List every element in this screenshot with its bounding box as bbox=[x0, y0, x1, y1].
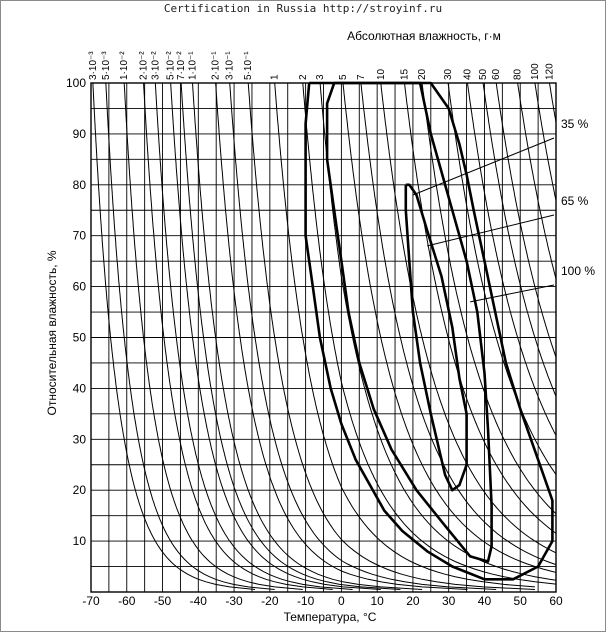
absolute-humidity-curve bbox=[123, 83, 303, 590]
series-loop bbox=[404, 183, 468, 492]
absolute-humidity-curve bbox=[360, 83, 556, 566]
y-tick-label: 70 bbox=[73, 229, 87, 243]
absolute-humidity-tick-label: 40 bbox=[463, 68, 474, 80]
absolute-humidity-tick-label: 15 bbox=[400, 68, 411, 80]
absolute-humidity-tick-label: 5 bbox=[338, 74, 349, 80]
absolute-humidity-curve bbox=[380, 83, 556, 554]
x-tick-label: 60 bbox=[549, 594, 563, 608]
absolute-humidity-tick-label: 20 bbox=[417, 68, 428, 80]
absolute-humidity-tick-label: 120 bbox=[544, 63, 555, 80]
absolute-humidity-tick-label: 50 bbox=[478, 68, 489, 80]
x-tick-label: -20 bbox=[261, 594, 279, 608]
absolute-humidity-curve bbox=[192, 83, 423, 590]
absolute-humidity-tick-label: 1·10⁻¹ bbox=[188, 51, 199, 80]
callout-leader bbox=[470, 284, 555, 303]
callout-label: 100 % bbox=[561, 264, 595, 278]
absolute-humidity-curve bbox=[404, 83, 556, 534]
y-tick-label: 20 bbox=[73, 483, 87, 497]
x-tick-label: -70 bbox=[82, 594, 100, 608]
x-tick-label: -40 bbox=[190, 594, 208, 608]
x-tick-label: -30 bbox=[225, 594, 243, 608]
x-tick-label: 10 bbox=[370, 594, 384, 608]
x-tick-label: 30 bbox=[442, 594, 456, 608]
absolute-humidity-tick-label: 1·10⁻² bbox=[119, 51, 130, 80]
y-tick-label: 90 bbox=[73, 127, 87, 141]
absolute-humidity-tick-label: 80 bbox=[513, 68, 524, 80]
x-tick-label: 0 bbox=[338, 594, 345, 608]
absolute-humidity-curve bbox=[180, 83, 401, 590]
y-tick-label: 80 bbox=[73, 178, 87, 192]
absolute-humidity-curve bbox=[154, 83, 353, 590]
series-loop bbox=[325, 81, 493, 563]
series-loop bbox=[304, 81, 554, 581]
absolute-humidity-curve bbox=[170, 83, 381, 590]
callout-leader bbox=[412, 137, 555, 196]
absolute-humidity-tick-label: 3·10⁻¹ bbox=[225, 51, 236, 80]
absolute-humidity-tick-label: 30 bbox=[443, 68, 454, 80]
absolute-humidity-curve bbox=[105, 83, 275, 590]
absolute-humidity-curve bbox=[302, 83, 556, 585]
absolute-humidity-tick-label: 2 bbox=[298, 74, 309, 80]
absolute-humidity-tick-label: 7 bbox=[356, 74, 367, 80]
absolute-humidity-curve bbox=[495, 83, 556, 359]
y-tick-label: 60 bbox=[73, 280, 87, 294]
absolute-humidity-curve bbox=[274, 83, 535, 588]
absolute-humidity-tick-label: 10 bbox=[376, 68, 387, 80]
absolute-humidity-tick-label: 5·10⁻³ bbox=[101, 51, 112, 80]
x-tick-label: 20 bbox=[406, 594, 420, 608]
absolute-humidity-curve bbox=[143, 83, 333, 590]
x-axis-title: Температура, °С bbox=[284, 610, 377, 624]
absolute-humidity-tick-label: 3·10⁻² bbox=[150, 51, 161, 80]
absolute-humidity-tick-label: 5·10⁻² bbox=[166, 51, 177, 80]
absolute-humidity-curve bbox=[548, 83, 556, 126]
absolute-humidity-tick-label: 1 bbox=[270, 74, 281, 80]
callout-label: 65 % bbox=[561, 194, 589, 208]
absolute-humidity-curves bbox=[92, 83, 556, 590]
absolute-humidity-tick-label: 60 bbox=[491, 68, 502, 80]
absolute-humidity-curve bbox=[517, 83, 556, 281]
y-tick-label: 30 bbox=[73, 432, 87, 446]
y-tick-label: 100 bbox=[66, 76, 86, 90]
y-tick-label: 50 bbox=[73, 331, 87, 345]
callout-layer: 35 % 65 % 100 % bbox=[412, 117, 595, 303]
top-axis-title: Абсолютная влажность, г·м bbox=[347, 29, 501, 43]
absolute-humidity-curve bbox=[467, 83, 556, 437]
x-tick-label: -50 bbox=[154, 594, 172, 608]
series-layer bbox=[304, 81, 554, 581]
x-tick-label: -10 bbox=[297, 594, 315, 608]
absolute-humidity-curve bbox=[215, 83, 468, 590]
watermark-text: Certification in Russia http://stroyinf.… bbox=[163, 2, 443, 15]
absolute-humidity-curve bbox=[342, 83, 556, 573]
grid-layer bbox=[90, 82, 557, 593]
y-axis-title: Относительная влажность, % bbox=[45, 250, 59, 415]
callout-leader bbox=[427, 214, 555, 247]
absolute-humidity-curve bbox=[92, 83, 256, 590]
absolute-humidity-curve bbox=[247, 83, 535, 590]
absolute-humidity-curve bbox=[421, 83, 556, 515]
absolute-humidity-curve bbox=[482, 83, 556, 398]
y-tick-label: 10 bbox=[73, 534, 87, 548]
x-tick-label: -60 bbox=[118, 594, 136, 608]
absolute-humidity-tick-label: 100 bbox=[530, 63, 541, 80]
absolute-humidity-tick-label: 5·10⁻¹ bbox=[243, 51, 254, 80]
absolute-humidity-curve bbox=[229, 83, 497, 590]
absolute-humidity-tick-label: 3·10⁻³ bbox=[88, 51, 99, 80]
x-tick-label: 50 bbox=[514, 594, 528, 608]
callout-label: 35 % bbox=[561, 117, 589, 131]
absolute-humidity-curve bbox=[319, 83, 556, 581]
tick-layer: 3·10⁻³ 5·10⁻³ 1·10⁻² 2·10⁻² 3·10⁻² 5·10⁻² 7·10… bbox=[66, 51, 563, 608]
y-tick-label: 40 bbox=[73, 381, 87, 395]
absolute-humidity-tick-label: 3 bbox=[315, 74, 326, 80]
absolute-humidity-curve bbox=[447, 83, 556, 476]
absolute-humidity-tick-label: 7·10⁻² bbox=[176, 51, 187, 80]
x-tick-label: 40 bbox=[478, 594, 492, 608]
absolute-humidity-tick-label: 2·10⁻¹ bbox=[211, 51, 222, 80]
absolute-humidity-tick-label: 2·10⁻² bbox=[139, 51, 150, 80]
absolute-humidity-curve bbox=[534, 83, 556, 204]
